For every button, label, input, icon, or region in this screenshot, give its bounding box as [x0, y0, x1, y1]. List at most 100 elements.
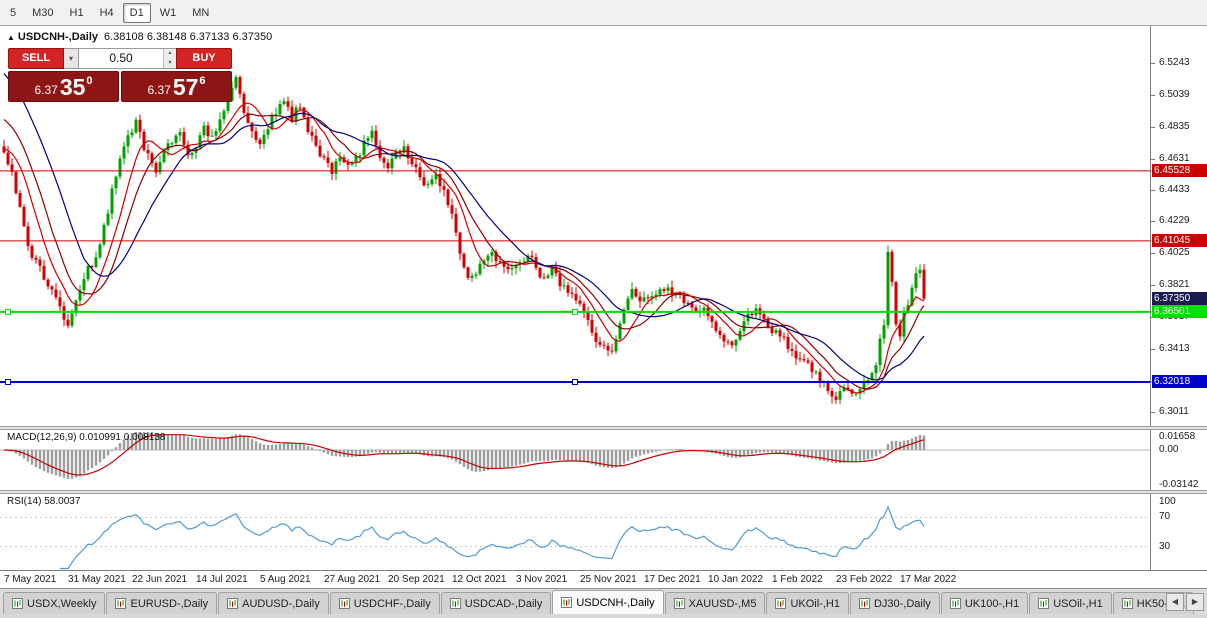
chart-tab-dj30-daily[interactable]: DJ30-,Daily: [849, 592, 940, 614]
volume-increase-button[interactable]: ▴: [164, 49, 176, 59]
panel-splitter[interactable]: [0, 490, 1207, 494]
macd-indicator-label: MACD(12,26,9) 0.010991 0.008138: [7, 432, 166, 443]
sell-button[interactable]: SELL: [8, 48, 64, 69]
chart-tab-xauusd-m5[interactable]: XAUUSD-,M5: [664, 592, 766, 614]
chart-icon: [449, 598, 461, 609]
chart-icon: [227, 598, 239, 609]
chart-info-line: ▲ USDCNH-,Daily 6.38108 6.38148 6.37133 6.…: [7, 31, 272, 43]
tab-scroll-right-button[interactable]: ▶: [1186, 593, 1204, 611]
timeframe-button-w1[interactable]: W1: [159, 6, 177, 19]
tab-scroll-left-button[interactable]: ◀: [1166, 593, 1184, 611]
chart-tab-label: USDCNH-,Daily: [576, 596, 655, 609]
chart-tab-label: XAUUSD-,M5: [688, 597, 757, 610]
chart-tab-usdchf-daily[interactable]: USDCHF-,Daily: [329, 592, 440, 614]
chart-icon: [1038, 598, 1050, 609]
chevron-down-icon: ▾: [68, 54, 73, 63]
chart-icon: [12, 598, 23, 609]
buy-price-pips: 57: [172, 74, 199, 100]
chart-tab-ukoil-h1[interactable]: UKOil-,H1: [766, 592, 849, 614]
hline-price-label: 6.36501: [1152, 304, 1207, 318]
sell-price-pips: 35: [59, 74, 86, 100]
axis-tick-mark: [1151, 285, 1155, 287]
chart-icon: [115, 598, 127, 609]
rsi-axis-tick: 100: [1159, 496, 1176, 507]
volume-decrease-button[interactable]: ▾: [164, 58, 176, 68]
axis-tick-mark: [1151, 94, 1155, 96]
current-price-label: 6.37350: [1152, 291, 1207, 305]
timeframe-toolbar: 5 M30 H1 H4 D1 W1 MN: [0, 0, 1207, 26]
date-axis-label: 3 Nov 2021: [516, 574, 568, 585]
date-axis-label: 27 Aug 2021: [324, 574, 381, 585]
chart-tab-label: UKOil-,H1: [790, 597, 840, 610]
chart-tab-usdx-weekly[interactable]: USDX,Weekly: [3, 592, 106, 614]
chart-area[interactable]: 6.5243 6.5039 6.4835 6.4631 6.4433 6.4229 6.40…: [0, 26, 1207, 589]
chart-icon: [561, 597, 573, 608]
chart-tab-label: AUDUSD-,Daily: [242, 597, 320, 610]
chart-tab-usoil-h1[interactable]: USOil-,H1: [1029, 592, 1112, 614]
date-axis-label: 5 Aug 2021: [260, 574, 311, 585]
panel-splitter[interactable]: [0, 426, 1207, 430]
volume-dropdown-button[interactable]: ▾: [64, 48, 79, 69]
axis-tick-mark: [1151, 126, 1155, 128]
chart-tab-label: DJ30-,Daily: [873, 597, 931, 610]
buy-button[interactable]: BUY: [176, 48, 232, 69]
chart-tab-audusd-daily[interactable]: AUDUSD-,Daily: [218, 592, 329, 614]
chart-icon: [775, 598, 787, 609]
timeframe-button-m30[interactable]: M30: [32, 6, 54, 19]
buy-price-prefix: 6.37: [147, 83, 171, 97]
chart-canvas[interactable]: [0, 26, 1150, 570]
chart-ohlc-values: 6.38108 6.38148 6.37133 6.37350: [104, 31, 273, 43]
hline-price-label: 6.32018: [1152, 374, 1207, 388]
buy-price-display[interactable]: 6.37 57 6: [121, 71, 232, 102]
axis-tick-mark: [1151, 253, 1155, 255]
chart-tab-usdcnh-daily[interactable]: USDCNH-,Daily: [552, 590, 664, 614]
timeframe-button-d1[interactable]: D1: [122, 2, 151, 23]
chart-tab-label: USOil-,H1: [1053, 597, 1103, 610]
date-axis-label: 23 Feb 2022: [836, 574, 893, 585]
date-axis[interactable]: 7 May 2021 31 May 2021 22 Jun 2021 14 Jul 2…: [0, 570, 1207, 589]
axis-tick-mark: [1151, 158, 1155, 160]
chart-icon: [1121, 598, 1133, 609]
volume-input[interactable]: 0.50 ▴ ▾: [79, 48, 176, 69]
chart-tab-label: USDCAD-,Daily: [464, 597, 543, 610]
chart-tab-uk100-h1[interactable]: UK100-,H1: [940, 592, 1029, 614]
date-axis-label: 12 Oct 2021: [452, 574, 507, 585]
price-axis-tick: 6.5039: [1159, 88, 1190, 100]
axis-tick-mark: [1151, 411, 1155, 413]
price-axis-tick: 6.4835: [1159, 120, 1190, 132]
date-axis-label: 17 Dec 2021: [644, 574, 701, 585]
date-axis-label: 20 Sep 2021: [388, 574, 445, 585]
axis-tick-mark: [1151, 348, 1155, 350]
tab-scroll-buttons: ◀ ▶: [1166, 593, 1204, 611]
price-axis-tick: 6.3821: [1159, 279, 1190, 291]
chart-icon: [858, 598, 870, 609]
chart-tab-label: EURUSD-,Daily: [130, 597, 209, 610]
sell-price-display[interactable]: 6.37 35 0: [8, 71, 119, 102]
date-axis-label: 31 May 2021: [68, 574, 126, 585]
one-click-trading-panel: SELL ▾ 0.50 ▴ ▾ BUY 6.37 35 0 6.37 57 6: [8, 48, 232, 102]
price-pane[interactable]: [0, 73, 1150, 405]
axis-tick-mark: [1151, 63, 1155, 65]
volume-spinner: ▴ ▾: [163, 49, 176, 68]
timeframe-button-5[interactable]: 5: [10, 6, 17, 19]
rsi-pane[interactable]: [0, 505, 1150, 570]
axis-tick-mark: [1151, 189, 1155, 191]
chart-tab-usdcad-daily[interactable]: USDCAD-,Daily: [440, 592, 552, 614]
macd-axis-tick: 0.00: [1159, 444, 1179, 455]
rsi-axis-tick: 70: [1159, 511, 1171, 523]
chart-icon: [338, 598, 350, 609]
price-axis-tick: 6.4229: [1159, 215, 1190, 227]
timeframe-button-h4[interactable]: H4: [99, 6, 114, 19]
price-axis[interactable]: 6.5243 6.5039 6.4835 6.4631 6.4433 6.4229 6.40…: [1150, 26, 1207, 570]
macd-pane[interactable]: [0, 432, 1150, 479]
price-axis-tick: 6.4433: [1159, 183, 1190, 195]
timeframe-button-h1[interactable]: H1: [69, 6, 84, 19]
sell-price-prefix: 6.37: [34, 83, 58, 97]
rsi-axis-tick: 30: [1159, 540, 1171, 552]
price-axis-tick: 6.3413: [1159, 342, 1190, 354]
price-axis-tick: 6.3011: [1159, 405, 1189, 417]
expand-triangle-icon[interactable]: ▲: [7, 33, 15, 42]
timeframe-button-mn[interactable]: MN: [192, 6, 210, 19]
chart-tab-eurusd-daily[interactable]: EURUSD-,Daily: [106, 592, 218, 614]
